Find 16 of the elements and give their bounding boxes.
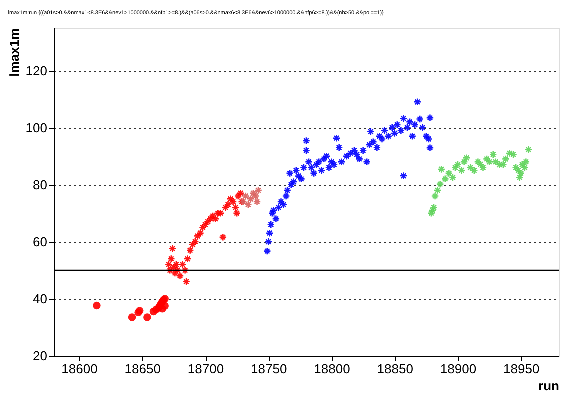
y-tick-label: 20 — [33, 348, 48, 364]
x-tick-label: 18700 — [188, 362, 224, 376]
x-tick-label: 18600 — [62, 362, 98, 376]
y-tick-label: 40 — [33, 291, 48, 306]
y-axis-title: lmax1m — [6, 28, 22, 77]
x-tick-label: 18850 — [377, 362, 414, 376]
x-axis-title: run — [538, 378, 560, 394]
x-tick-label: 18800 — [314, 362, 350, 376]
x-tick-label: 18750 — [251, 362, 288, 376]
y-tick-label: 120 — [26, 63, 48, 78]
y-tick-label: 60 — [33, 234, 48, 250]
y-tick-label: 80 — [33, 177, 48, 192]
x-tick-label: 18650 — [124, 362, 161, 376]
x-tick-label: 18950 — [504, 362, 540, 376]
x-tick-label: 18900 — [440, 362, 477, 376]
y-tick-label: 100 — [26, 120, 48, 136]
